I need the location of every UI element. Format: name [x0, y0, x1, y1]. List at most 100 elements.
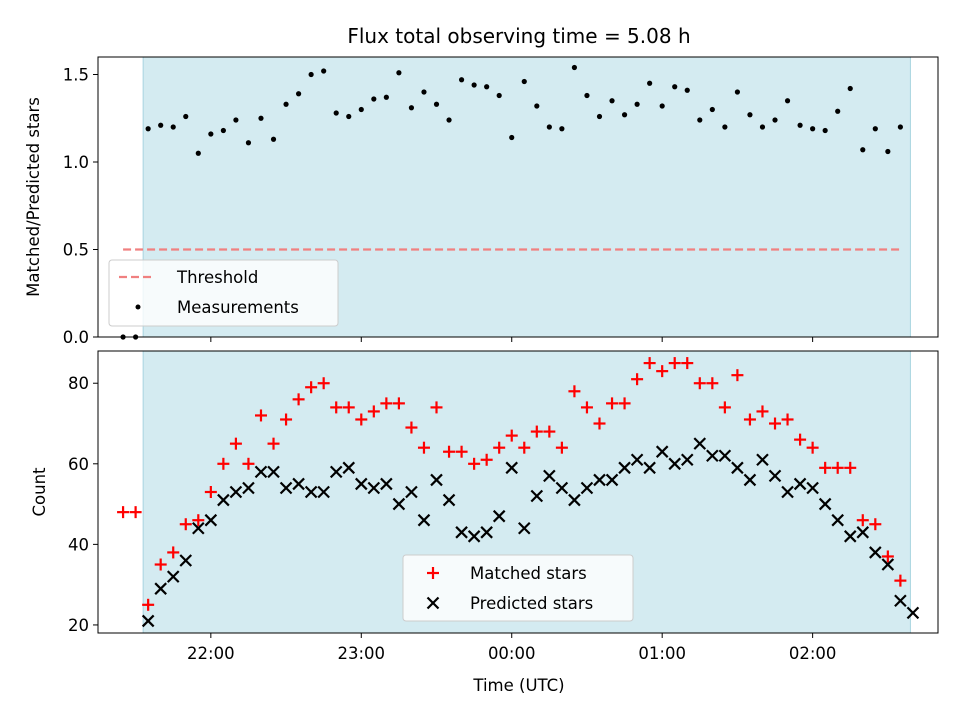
predicted-star-point [655, 445, 669, 458]
measurement-point [208, 131, 214, 137]
predicted-star-point [166, 570, 180, 583]
measurement-point [220, 127, 226, 134]
ratio-y-tick-label: 0.5 [63, 241, 89, 260]
matched-star-point [480, 453, 493, 466]
matched-star-point [530, 425, 543, 438]
matched-star-point [631, 373, 644, 386]
measurements-legend-label: Measurements [177, 298, 299, 317]
predicted-legend-label: Predicted stars [470, 594, 593, 613]
ratio-axes-frame [97, 56, 939, 338]
measurement-point [258, 115, 264, 121]
ratio-y-tick-label: 1.0 [63, 153, 89, 172]
predicted-star-point [605, 473, 619, 487]
predicted-star-point [668, 457, 681, 471]
predicted-star-point [179, 554, 193, 567]
matched-star-point [606, 397, 619, 410]
measurement-point [810, 126, 816, 132]
measurement-point [333, 110, 339, 116]
matched-star-point [580, 401, 593, 414]
predicted-star-point [818, 497, 832, 511]
matched-star-point [117, 506, 130, 519]
matched-star-point [656, 365, 669, 378]
matched-star-point [543, 425, 556, 438]
measurement-point [295, 91, 302, 97]
predicted-star-point [505, 461, 519, 475]
measurement-point [596, 113, 603, 120]
matched-star-point [468, 457, 481, 470]
predicted-star-point [806, 481, 819, 495]
count-y-tick-label: 40 [68, 535, 89, 554]
matched-star-point [367, 405, 380, 418]
matched-star-point [254, 409, 267, 422]
predicted-star-point [580, 481, 594, 495]
measurement-point [396, 70, 402, 76]
predicted-star-point [555, 481, 569, 495]
predicted-stars-points [141, 437, 920, 628]
matched-star-point [129, 506, 142, 519]
matched-star-point [280, 413, 293, 426]
predicted-star-point [530, 489, 544, 503]
predicted-star-point [706, 449, 719, 463]
predicted-star-point [618, 461, 631, 475]
predicted-star-point [242, 481, 255, 495]
matched-star-point [869, 518, 882, 531]
predicted-star-point [906, 606, 920, 620]
matched-star-point [743, 413, 756, 426]
ratio-legend: Threshold Measurements [108, 259, 339, 327]
count-x-tick-label: 02:00 [789, 644, 837, 663]
predicted-star-point [693, 437, 707, 450]
matched-star-point [330, 401, 343, 414]
predicted-star-point [843, 530, 857, 543]
predicted-star-point [304, 485, 318, 499]
predicted-star-point [630, 453, 644, 467]
predicted-star-point [267, 465, 280, 479]
predicted-star-point [367, 481, 381, 495]
matched-star-point [417, 441, 430, 454]
count-legend-box [402, 554, 634, 622]
measurement-point [797, 122, 803, 128]
count-y-ticks: 20 40 60 80 [68, 374, 98, 635]
count-legend: Matched stars Predicted stars [402, 554, 634, 622]
measurement-point [621, 112, 628, 118]
predicted-star-point [355, 477, 368, 491]
predicted-star-point [756, 453, 769, 467]
measurement-point [759, 124, 766, 130]
measurement-point [371, 96, 377, 102]
count-y-tick-label: 80 [68, 374, 89, 393]
matched-star-point [731, 369, 744, 382]
measurement-point [521, 78, 527, 85]
measurement-point [684, 87, 690, 93]
predicted-star-point [593, 473, 606, 487]
matched-star-point [844, 461, 857, 474]
matched-star-point [355, 413, 368, 426]
predicted-star-point [643, 461, 656, 475]
matched-star-point [618, 397, 631, 410]
measurements-points [120, 64, 903, 340]
matched-star-point [405, 421, 418, 434]
predicted-star-point [718, 449, 732, 463]
matched-star-point [856, 514, 869, 527]
measurement-point [784, 98, 791, 104]
matched-star-point [179, 518, 192, 531]
measurement-point [321, 68, 327, 74]
predicted-star-point [568, 493, 581, 507]
predicted-star-point [781, 485, 794, 499]
ratio-legend-box [108, 259, 339, 327]
matched-star-point [668, 357, 681, 370]
measurement-point [383, 94, 389, 100]
matched-star-point [831, 461, 844, 474]
matched-star-point [493, 441, 506, 454]
matched-star-point [229, 437, 242, 450]
predicted-star-point [292, 477, 305, 491]
predicted-star-point [329, 465, 343, 479]
matched-star-point [819, 461, 832, 474]
matched-star-point [518, 441, 531, 454]
matched-star-point [769, 417, 782, 430]
measurement-point [471, 82, 477, 88]
predicted-star-point [731, 461, 744, 475]
count-y-label: Count [30, 467, 49, 517]
matched-star-point [142, 598, 155, 611]
measurement-point [458, 77, 465, 83]
matched-star-point [781, 413, 794, 426]
count-x-ticks: 22:00 23:00 00:00 01:00 02:00 [187, 633, 836, 663]
